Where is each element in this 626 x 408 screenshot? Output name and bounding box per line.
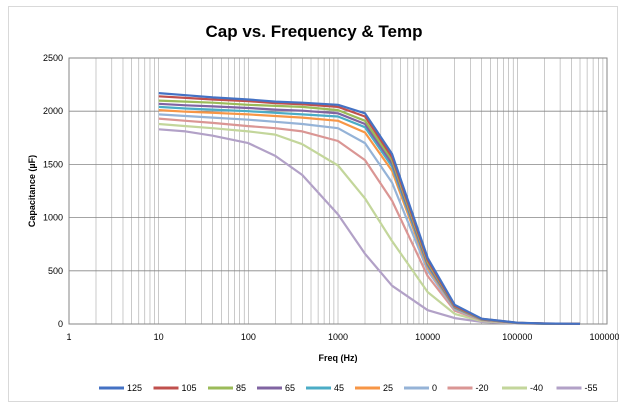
legend-label-25: 25: [383, 383, 393, 393]
series-line--55: [158, 128, 581, 325]
legend-label-0: 0: [432, 383, 437, 393]
x-tick-label: 1000: [328, 332, 348, 342]
y-axis-title: Capacitance (µF): [27, 155, 37, 227]
legend-label-125: 125: [127, 383, 142, 393]
legend: 125 105 85 65 45 25 0 -20 -40 -55: [99, 383, 598, 393]
legend-label--20: -20: [476, 383, 489, 393]
y-tick-label: 2000: [43, 106, 63, 116]
x-tick-label: 1: [66, 332, 71, 342]
y-tick-label: 0: [58, 319, 63, 329]
x-tick-label: 10000: [415, 332, 440, 342]
chart-frame: Cap vs. Frequency & Temp 1 10 100 1000 10000…: [8, 6, 619, 402]
x-tick-label: 100000: [502, 332, 532, 342]
x-axis-title: Freq (Hz): [319, 353, 358, 363]
y-tick-label: 2500: [43, 53, 63, 63]
chart-svg: Cap vs. Frequency & Temp 1 10 100 1000 10000…: [27, 22, 619, 393]
x-tick-label: 100: [241, 332, 256, 342]
grid-layer: [69, 58, 607, 324]
legend-label-65: 65: [285, 383, 295, 393]
plot-area-border: [68, 57, 608, 325]
y-tick-label: 500: [48, 266, 63, 276]
series-layer: [158, 92, 581, 325]
legend-label--40: -40: [530, 383, 543, 393]
y-tick-label: 1500: [43, 159, 63, 169]
series-line-125: [158, 92, 581, 325]
series-line-0: [158, 113, 581, 325]
legend-label--55: -55: [585, 383, 598, 393]
legend-label-45: 45: [334, 383, 344, 393]
legend-label-105: 105: [182, 383, 197, 393]
series-line--40: [158, 122, 581, 325]
series-line-25: [158, 109, 581, 325]
y-tick-label: 1000: [43, 213, 63, 223]
chart-title: Cap vs. Frequency & Temp: [206, 22, 423, 41]
x-tick-label: 10: [154, 332, 164, 342]
legend-label-85: 85: [236, 383, 246, 393]
